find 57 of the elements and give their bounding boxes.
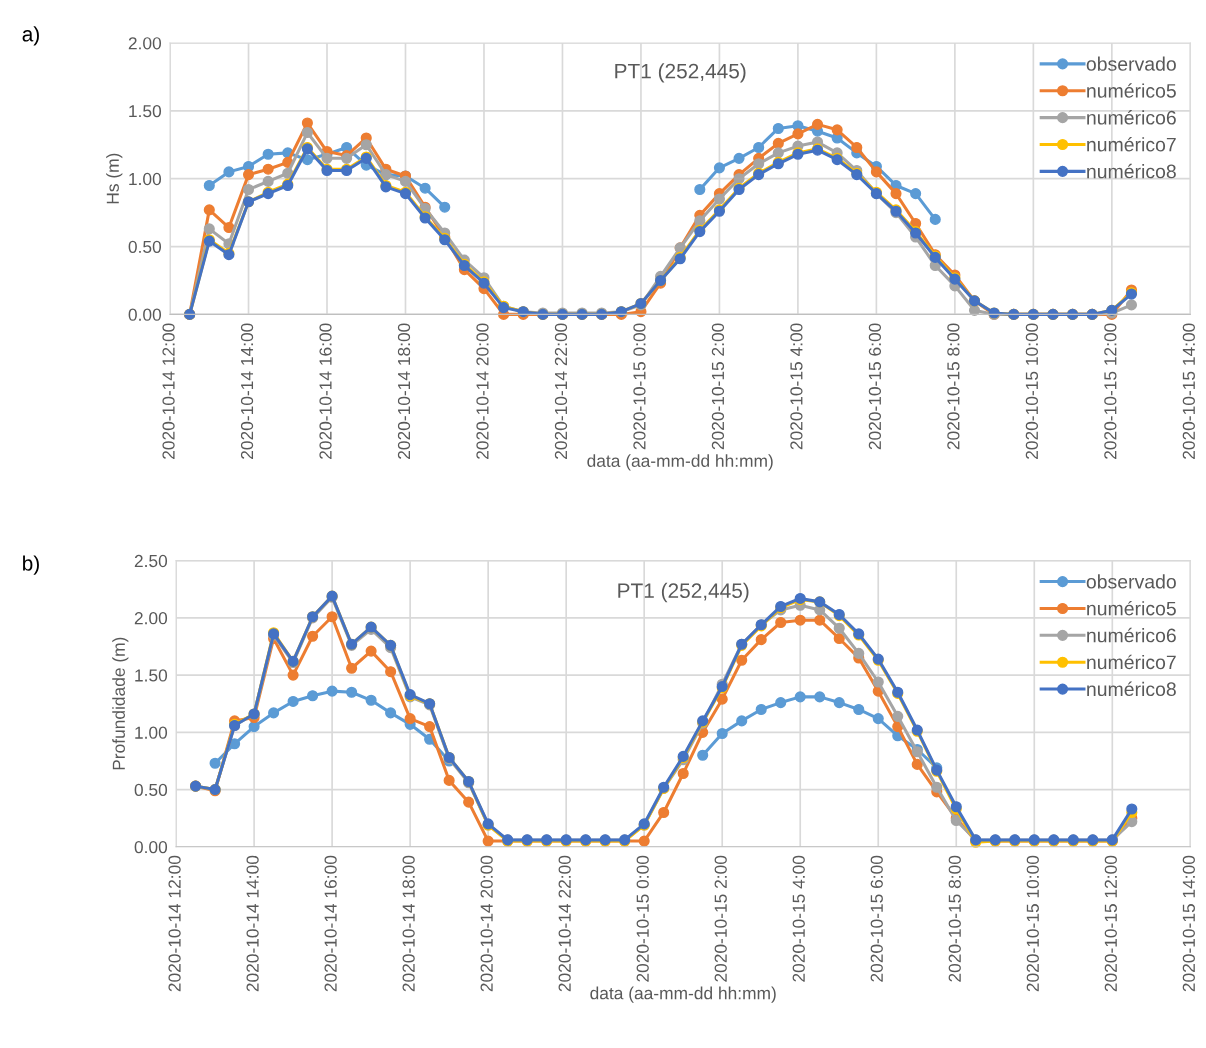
- y-tick-label: 0.00: [128, 308, 162, 321]
- x-tick-label: 2020-10-14 12:00: [168, 855, 181, 992]
- x-tick-label: 2020-10-15 6:00: [868, 323, 882, 450]
- x-tick-label: 2020-10-15 4:00: [790, 323, 803, 450]
- legend-label: numérico8: [1087, 163, 1176, 179]
- x-axis-title: data (aa-mm-dd hh:mm): [590, 986, 776, 1003]
- x-tick-label: 2020-10-14 14:00: [246, 855, 259, 992]
- x-tick-label: 2020-10-14 16:00: [319, 323, 332, 459]
- x-tick-label: 2020-10-14 20:00: [476, 323, 489, 459]
- y-tick-label: 2.50: [134, 554, 168, 568]
- legend-label: numérico5: [1087, 600, 1176, 616]
- x-tick-label: 2020-10-15 4:00: [792, 855, 805, 982]
- x-tick-label: 2020-10-15 12:00: [1104, 855, 1117, 992]
- text: a): [22, 26, 39, 46]
- x-tick-label: 2020-10-15 10:00: [1025, 323, 1039, 459]
- x-tick-label: 2020-10-15 12:00: [1104, 323, 1117, 459]
- x-axis-title: data (aa-mm-dd hh:mm): [587, 454, 773, 471]
- y-tick-label: 2.00: [134, 612, 168, 625]
- y-tick-label: 0.50: [128, 240, 162, 253]
- legend-label: numérico8: [1087, 681, 1176, 697]
- x-tick-label: 2020-10-15 8:00: [948, 855, 961, 982]
- y-tick-label: 2.00: [128, 37, 162, 50]
- x-tick-label: 2020-10-15 14:00: [1182, 855, 1195, 992]
- x-tick-label: 2020-10-14 12:00: [162, 323, 175, 459]
- y-tick-label: 1.50: [135, 669, 168, 682]
- x-tick-label: 2020-10-15 6:00: [870, 855, 883, 982]
- y-tick-label: 0.00: [134, 840, 168, 854]
- y-tick-label: 1.00: [129, 172, 162, 186]
- text: PT1 (252,445): [615, 63, 746, 83]
- text: b): [23, 555, 39, 575]
- y-axis-title: Hs (m): [106, 153, 123, 204]
- x-tick-label: 2020-10-15 2:00: [714, 855, 727, 982]
- x-tick-label: 2020-10-14 22:00: [554, 323, 568, 459]
- x-tick-label: 2020-10-15 10:00: [1026, 855, 1039, 992]
- y-tick-label: 1.50: [129, 104, 162, 118]
- x-tick-label: 2020-10-15 0:00: [636, 855, 649, 982]
- legend-label: numérico6: [1087, 627, 1176, 643]
- text: PT1 (252,445): [618, 582, 749, 603]
- legend-label: numérico5: [1087, 83, 1176, 98]
- y-tick-label: 0.50: [134, 783, 168, 797]
- x-tick-label: 2020-10-15 8:00: [947, 323, 960, 450]
- x-tick-label: 2020-10-14 18:00: [397, 323, 411, 459]
- legend-label: numérico6: [1087, 110, 1176, 125]
- x-tick-label: 2020-10-15 2:00: [711, 323, 725, 450]
- legend-label: numérico7: [1087, 136, 1176, 152]
- x-tick-label: 2020-10-14 22:00: [558, 855, 571, 992]
- legend-label: observado: [1086, 56, 1176, 71]
- y-tick-label: 1.00: [135, 726, 168, 739]
- x-tick-label: 2020-10-14 14:00: [240, 323, 254, 459]
- x-tick-label: 2020-10-15 0:00: [633, 323, 646, 450]
- legend-label: numérico7: [1087, 654, 1176, 670]
- legend-label: observado: [1086, 574, 1176, 589]
- x-tick-label: 2020-10-14 16:00: [324, 855, 337, 992]
- x-tick-label: 2020-10-14 20:00: [480, 855, 493, 992]
- y-axis-title: Profundidade (m): [112, 637, 129, 770]
- x-tick-label: 2020-10-15 14:00: [1182, 323, 1195, 459]
- x-tick-label: 2020-10-14 18:00: [402, 855, 415, 992]
